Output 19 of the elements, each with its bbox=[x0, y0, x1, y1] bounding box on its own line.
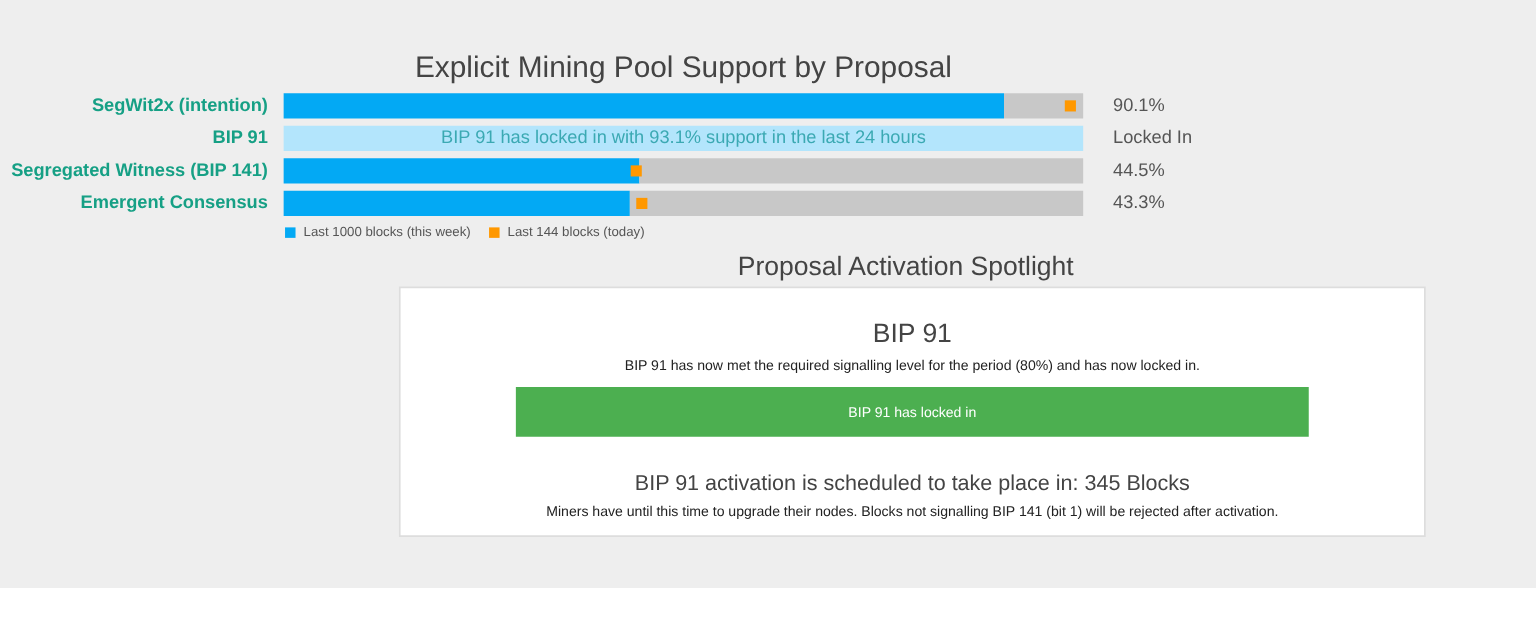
bar bbox=[283, 158, 640, 184]
y-tick-label: Emergent Consensus bbox=[80, 192, 268, 213]
text: BIP 91 bbox=[872, 318, 952, 349]
data-label: 90.1% bbox=[1113, 94, 1165, 115]
chart-title: Explicit Mining Pool Support by Proposal bbox=[414, 50, 952, 85]
bar bbox=[283, 93, 1005, 119]
y-tick-label: SegWit2x (intention) bbox=[91, 94, 268, 115]
text: BIP 91 activation is scheduled to take place in: 345 Blocks bbox=[634, 471, 1190, 496]
bar bbox=[1004, 93, 1084, 119]
bar bbox=[283, 190, 630, 217]
text: Locked In bbox=[1113, 127, 1193, 148]
y-tick-label: Segregated Witness (BIP 141) bbox=[11, 159, 268, 180]
data-label: 44.5% bbox=[1113, 159, 1165, 180]
annotation: BIP 91 has locked in with 93.1% support in the last 24 hours bbox=[441, 127, 927, 148]
bar bbox=[639, 158, 1084, 184]
bar bbox=[629, 190, 1084, 217]
text: Proposal Activation Spotlight bbox=[737, 250, 1075, 281]
data-label: 43.3% bbox=[1113, 192, 1165, 213]
y-tick-label: BIP 91 bbox=[212, 127, 268, 148]
